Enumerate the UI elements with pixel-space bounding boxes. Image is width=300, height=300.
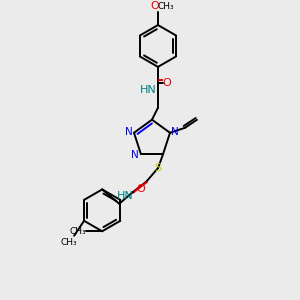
Text: O: O	[137, 184, 146, 194]
Text: HN: HN	[140, 85, 156, 95]
Text: N: N	[125, 127, 133, 137]
Text: N: N	[171, 127, 179, 137]
Text: CH₃: CH₃	[158, 2, 174, 10]
Text: CH₃: CH₃	[70, 227, 87, 236]
Text: S: S	[154, 163, 162, 173]
Text: HN: HN	[117, 191, 134, 201]
Text: O: O	[151, 1, 159, 11]
Text: N: N	[131, 150, 139, 160]
Text: CH₃: CH₃	[61, 238, 77, 247]
Text: O: O	[163, 78, 171, 88]
